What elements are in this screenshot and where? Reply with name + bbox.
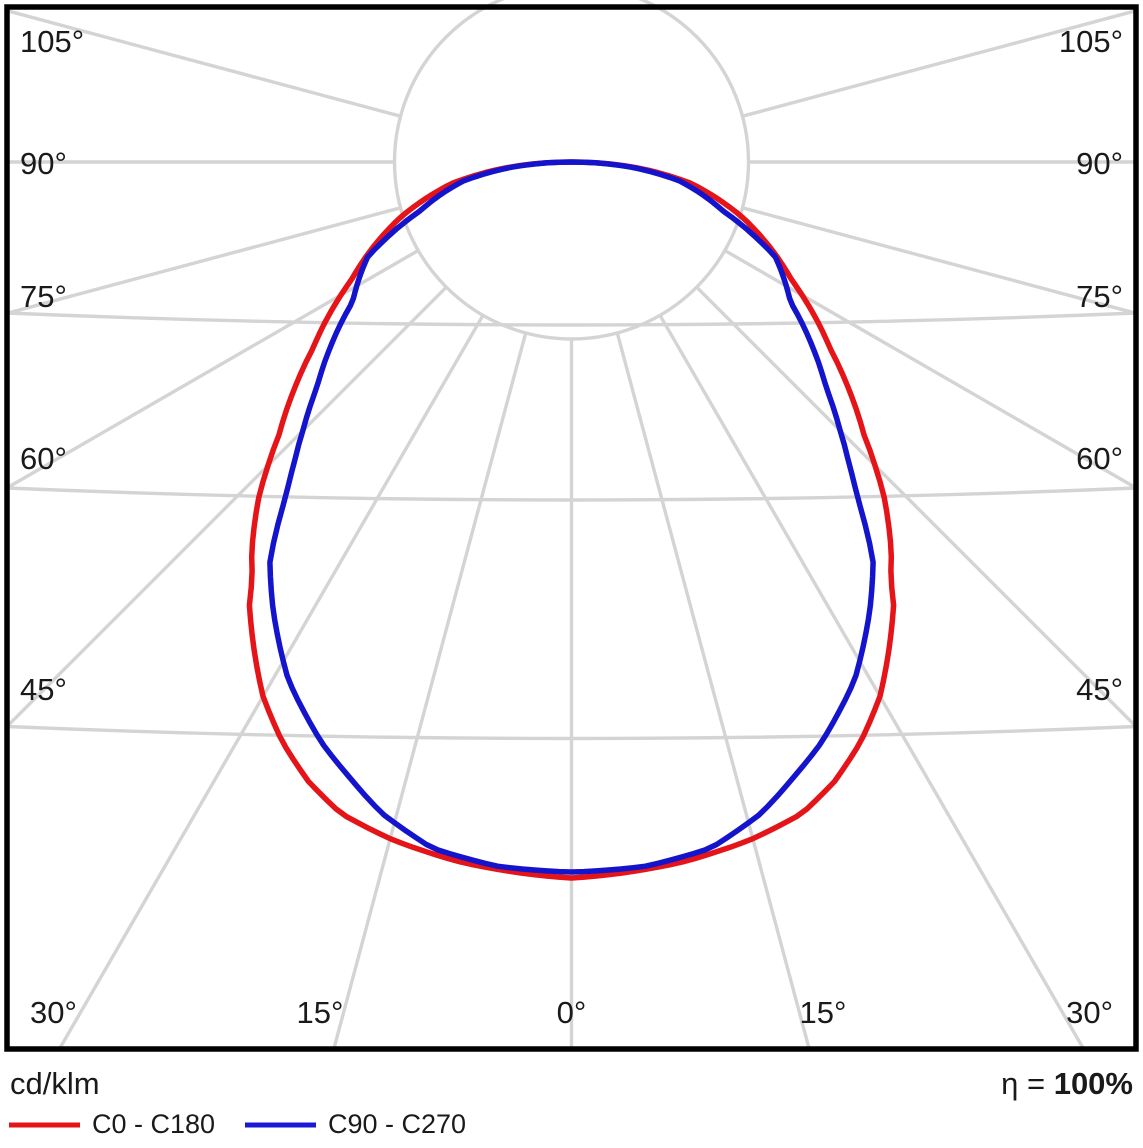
svg-text:0°: 0°: [557, 995, 587, 1030]
svg-text:105°: 105°: [1059, 24, 1123, 59]
svg-text:15°: 15°: [297, 995, 344, 1030]
svg-text:90°: 90°: [1076, 146, 1123, 181]
svg-text:60°: 60°: [1076, 441, 1123, 476]
svg-text:105°: 105°: [20, 24, 84, 59]
svg-text:C0 - C180: C0 - C180: [92, 1109, 215, 1139]
svg-text:C90 - C270: C90 - C270: [328, 1109, 466, 1139]
svg-text:30°: 30°: [30, 995, 77, 1030]
svg-text:75°: 75°: [20, 279, 67, 314]
svg-text:75°: 75°: [1076, 279, 1123, 314]
svg-text:η = 100%: η = 100%: [1001, 1066, 1133, 1101]
svg-text:90°: 90°: [20, 146, 67, 181]
svg-text:60°: 60°: [20, 441, 67, 476]
svg-text:45°: 45°: [20, 672, 67, 707]
svg-text:15°: 15°: [800, 995, 847, 1030]
svg-text:30°: 30°: [1066, 995, 1113, 1030]
svg-text:cd/klm: cd/klm: [10, 1066, 100, 1101]
svg-text:45°: 45°: [1076, 672, 1123, 707]
